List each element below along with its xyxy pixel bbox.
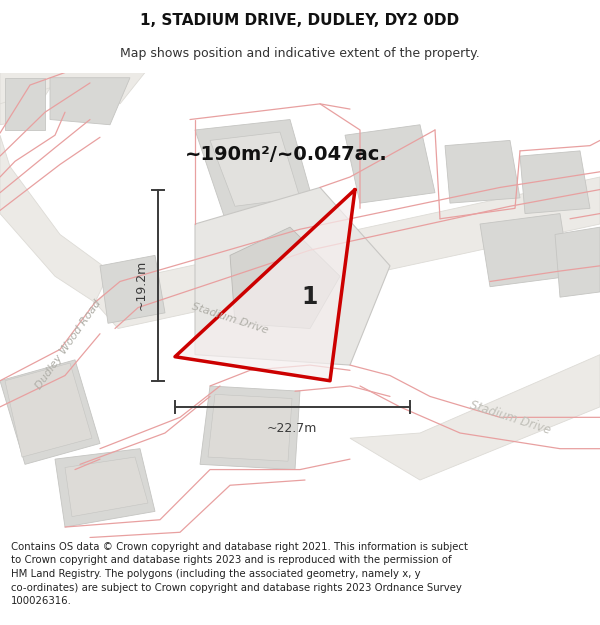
Polygon shape xyxy=(195,119,315,219)
Polygon shape xyxy=(555,227,600,297)
Polygon shape xyxy=(5,363,92,457)
Polygon shape xyxy=(210,132,300,206)
Polygon shape xyxy=(50,78,130,125)
Polygon shape xyxy=(195,188,390,365)
Polygon shape xyxy=(350,354,600,480)
Text: ~19.2m: ~19.2m xyxy=(135,259,148,310)
Text: Contains OS data © Crown copyright and database right 2021. This information is : Contains OS data © Crown copyright and d… xyxy=(11,542,468,606)
Polygon shape xyxy=(208,394,292,461)
Text: ~190m²/~0.047ac.: ~190m²/~0.047ac. xyxy=(185,144,388,164)
Polygon shape xyxy=(95,177,600,329)
Text: 1: 1 xyxy=(302,285,318,309)
Polygon shape xyxy=(200,386,300,469)
Text: Map shows position and indicative extent of the property.: Map shows position and indicative extent… xyxy=(120,47,480,60)
Text: 1, STADIUM DRIVE, DUDLEY, DY2 0DD: 1, STADIUM DRIVE, DUDLEY, DY2 0DD xyxy=(140,12,460,28)
Polygon shape xyxy=(0,135,110,302)
Text: Dudley Wood Road: Dudley Wood Road xyxy=(34,298,103,391)
Polygon shape xyxy=(55,449,155,527)
Text: ~22.7m: ~22.7m xyxy=(267,421,317,434)
Polygon shape xyxy=(520,151,590,214)
Polygon shape xyxy=(5,78,45,130)
Polygon shape xyxy=(0,72,60,125)
Polygon shape xyxy=(100,256,165,323)
Polygon shape xyxy=(175,189,355,381)
Text: Stadium Drive: Stadium Drive xyxy=(190,301,269,335)
Polygon shape xyxy=(65,457,148,517)
Polygon shape xyxy=(445,141,520,203)
Polygon shape xyxy=(0,72,145,104)
Polygon shape xyxy=(0,360,100,464)
Polygon shape xyxy=(480,214,570,287)
Text: Stadium Drive: Stadium Drive xyxy=(468,398,552,436)
Polygon shape xyxy=(345,125,435,203)
Polygon shape xyxy=(230,227,340,329)
